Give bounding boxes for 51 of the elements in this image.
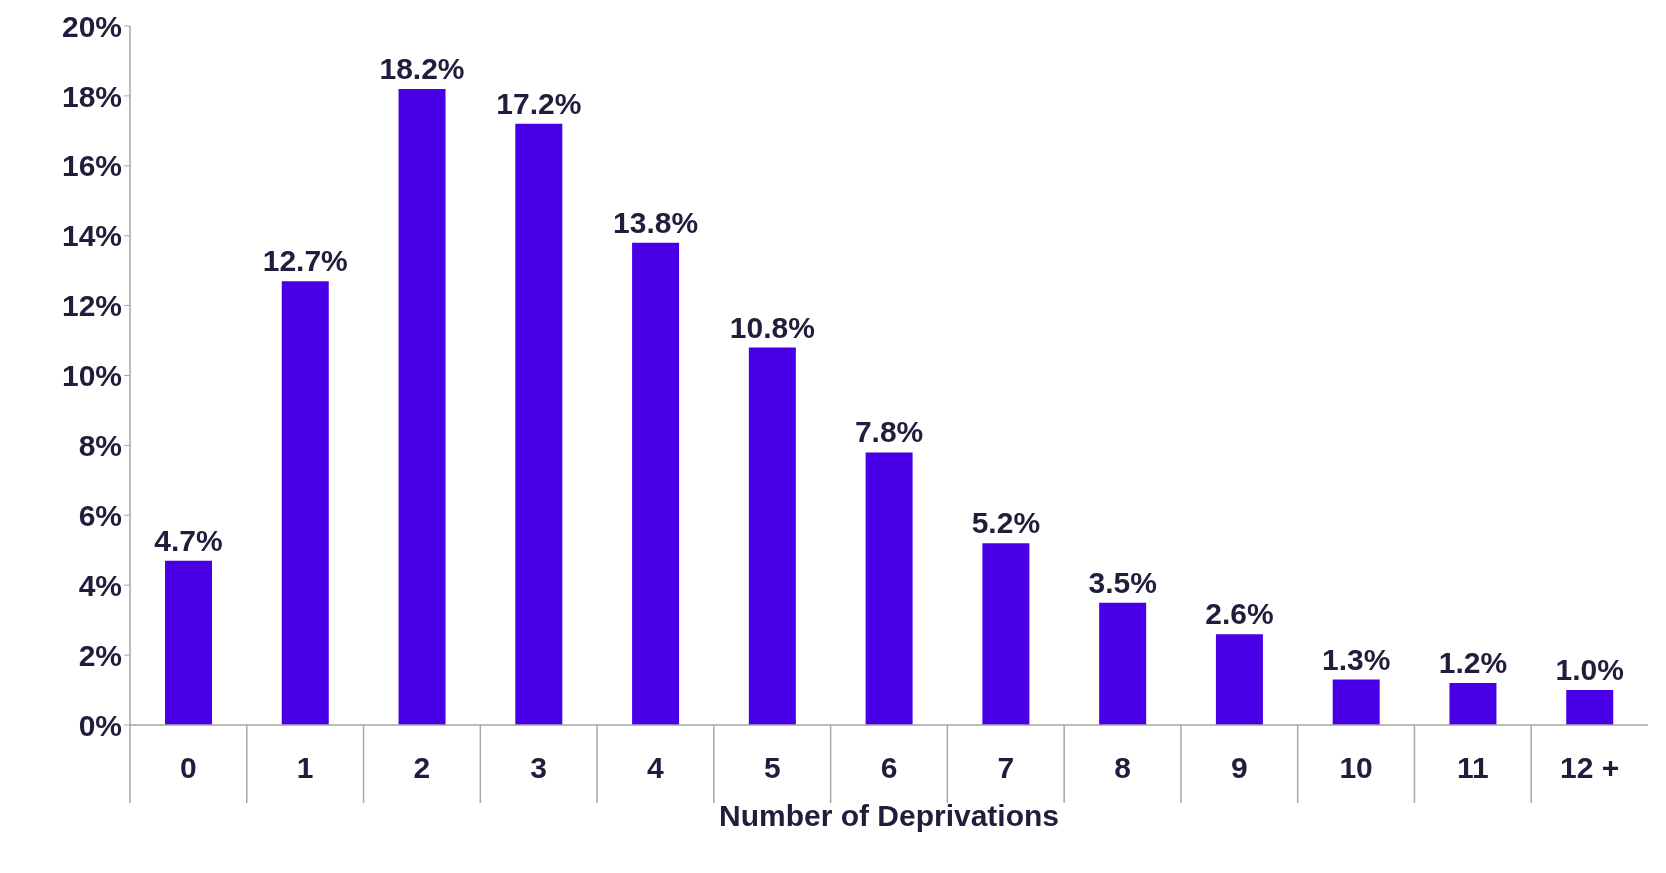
y-tick-label: 8% [78,429,122,463]
x-tick-label: 11 [1456,751,1489,784]
x-tick-label: 1 [296,751,314,784]
y-tick-label: 0% [78,708,122,742]
x-tick-label: 2 [413,751,431,784]
y-tick-label: 18% [61,79,122,113]
x-tick-label: 6 [880,751,898,784]
data-label: 17.2% [496,86,582,120]
data-label: 1.2% [1438,646,1508,680]
data-label: 18.2% [379,51,465,85]
bar [398,88,446,725]
y-tick-label: 2% [78,638,122,672]
x-tick-label: 10 [1339,751,1373,784]
bar [165,560,212,725]
bar [1566,690,1614,725]
data-label: 4.7% [154,523,223,557]
bar [515,123,563,725]
data-label: 1.3% [1322,642,1391,676]
x-tick-label: 7 [997,751,1015,784]
bar [632,242,680,725]
bar [865,452,913,725]
bar [748,347,796,725]
data-label: 5.2% [971,506,1041,540]
y-tick-label: 10% [61,359,122,393]
y-tick-label: 14% [61,219,122,253]
y-tick-label: 4% [78,568,122,602]
bar [281,281,329,725]
x-tick-label: 0 [180,751,197,784]
bar [1449,683,1497,725]
x-tick-label: 4 [647,751,665,784]
y-tick-label: 20% [61,9,122,43]
y-tick-label: 6% [78,498,122,532]
x-tick-label: 8 [1114,751,1131,784]
data-label: 13.8% [613,205,699,239]
data-label: 3.5% [1088,565,1157,599]
x-tick-label: 9 [1230,751,1248,784]
data-label: 7.8% [854,415,924,449]
bar [1332,679,1380,725]
data-label: 12.7% [262,244,348,278]
y-tick-label: 16% [61,149,122,183]
x-tick-label: 3 [530,751,548,784]
bar [982,543,1030,725]
data-label: 1.0% [1555,653,1624,687]
bar [1099,602,1147,725]
data-label: 2.6% [1205,597,1274,631]
data-label: 10.8% [729,310,815,344]
y-tick-label: 12% [61,289,122,323]
bar [1215,634,1263,725]
x-tick-label: 5 [763,751,781,784]
x-tick-label: 12 + [1560,751,1620,784]
x-axis-title: Number of Deprivations [718,799,1060,833]
